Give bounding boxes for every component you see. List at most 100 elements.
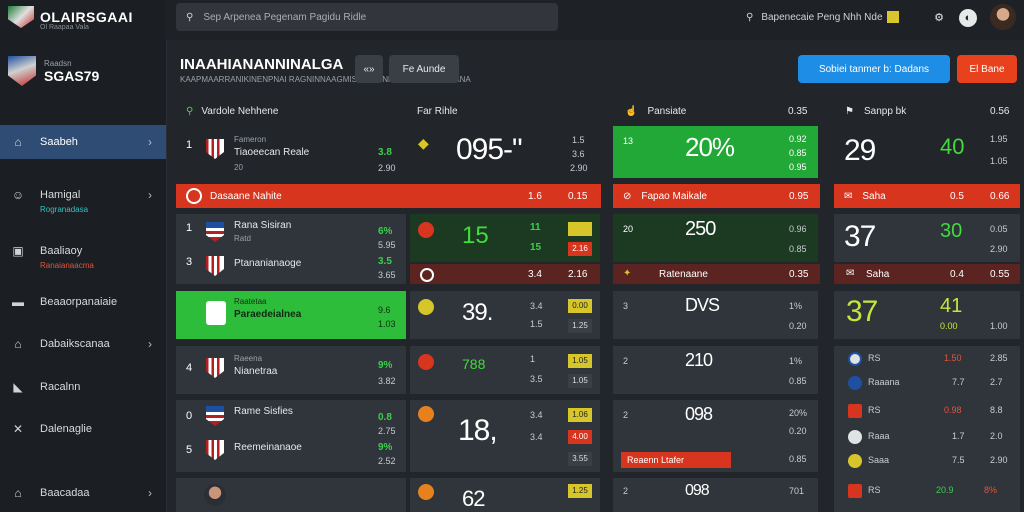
panel1-header: ⚲ Vardole Nehhene xyxy=(186,106,278,117)
list-item[interactable]: Raaa 1.7 2.0 xyxy=(834,424,1020,450)
settings-icon[interactable]: ⚙ xyxy=(934,12,944,24)
row-value: 2.75 xyxy=(378,426,396,436)
odds-badge[interactable]: 0.00 xyxy=(568,299,592,313)
market-cell[interactable]: 3 DVS 1% 0.20 xyxy=(613,291,818,339)
score-v2: 3.4 xyxy=(530,432,543,442)
table-row[interactable]: 1 Fameron Tiaoeecan Reale 20 3.8 2.90 xyxy=(176,125,406,177)
profile-name: SGAS79 xyxy=(44,67,100,84)
table-row-selected[interactable]: Raatetaa Paraedeialnea 9.6 1.03 xyxy=(176,291,406,339)
cell-v2: 0.20 xyxy=(789,321,807,331)
score-v2: 3.5 xyxy=(530,374,543,384)
club-logo-icon xyxy=(418,222,434,238)
stat-cell[interactable]: 37 41 0.00 1.00 xyxy=(834,291,1020,339)
sidebar-item-dabaikscanaa[interactable]: ⌂ Dabaikscanaa › xyxy=(0,327,166,361)
list-item[interactable]: RS 1.50 2.85 xyxy=(834,346,1020,372)
section-bar[interactable]: ✉ Saha 0.5 0.66 xyxy=(834,184,1020,208)
list-label: Raaa xyxy=(868,431,890,441)
odds-badge[interactable]: 1.25 xyxy=(568,484,592,498)
filter-button[interactable]: Fe Aunde xyxy=(389,55,459,83)
market-cell[interactable]: 20 250 0.96 0.85 xyxy=(613,214,818,262)
market-cell[interactable]: 13 20% 0.92 0.85 0.95 xyxy=(613,126,818,178)
list-item[interactable]: RS 0.98 8.8 xyxy=(834,398,1020,424)
list-item[interactable]: Raaana 7.7 2.7 xyxy=(834,370,1020,396)
sidebar-item-beaaorpanaiaie[interactable]: ▬ Beaaorpanaiaie xyxy=(0,285,166,319)
market-cell[interactable]: 2 210 1% 0.85 xyxy=(613,346,818,394)
section-bar[interactable]: ⊘ Fapao Maikale 0.95 xyxy=(613,184,820,208)
toggle-button[interactable]: «» xyxy=(355,55,383,83)
odds-badge[interactable]: 1.05 xyxy=(568,374,592,388)
panel3-header-value: 0.56 xyxy=(990,106,1010,117)
primary-action-button[interactable]: Sobiei tanmer b: Dadans xyxy=(798,55,950,83)
section-bar-dark[interactable]: ✦ Ratenaane 0.35 xyxy=(613,264,820,284)
timer-icon: ⊘ xyxy=(623,190,632,202)
sidebar-item-baacadaa[interactable]: ⌂ Baacadaa › xyxy=(0,476,166,510)
cell-big: 098 xyxy=(685,482,710,499)
house-icon: ⌂ xyxy=(14,337,22,351)
sidebar-item-label: Dabaikscanaa xyxy=(40,338,110,350)
list-item[interactable]: RS 20.9 8% xyxy=(834,478,1020,504)
home-icon: ⌂ xyxy=(14,135,22,149)
sidebar-item-saabeh[interactable]: ⌂ Saabeh › xyxy=(0,125,166,159)
list-v1: 1.50 xyxy=(944,353,962,363)
red-action-button[interactable]: El Bane xyxy=(957,55,1017,83)
cell-big: 250 xyxy=(685,218,716,240)
section-bar-dark[interactable]: ✉ Saha 0.4 0.55 xyxy=(834,264,1020,284)
team-name-small: Fameron xyxy=(234,135,267,144)
odds-badge[interactable] xyxy=(568,222,592,236)
score-cell[interactable]: ◆ 095-" 1.5 3.6 2.90 xyxy=(410,125,600,177)
row-value: 1.03 xyxy=(378,319,396,329)
list-v1: 7.7 xyxy=(952,377,965,387)
odds-badge[interactable]: 1.25 xyxy=(568,319,592,333)
score-cell[interactable]: 788 1 3.5 1.05 1.05 xyxy=(410,346,600,394)
section-bar-v2: 0.66 xyxy=(990,190,1010,202)
table-row[interactable]: 1 Rana Sisiran Ratd 6% 5.95 3 Ptananiana… xyxy=(176,214,406,284)
odds-badge[interactable]: 4.00 xyxy=(568,430,592,444)
market-cell[interactable]: 2 098 701 xyxy=(613,478,818,512)
list-v1: 7.5 xyxy=(952,455,965,465)
search-input[interactable]: ⚲ Sep Arpenea Pegenam Pagidu Ridle xyxy=(176,3,558,31)
stat-v2: 1.00 xyxy=(990,321,1008,331)
secondary-search[interactable]: ⚲ Bapenecaie Peng Nhh Nde xyxy=(740,6,916,28)
app-logo[interactable]: OLAIRSGAAI xyxy=(8,6,133,28)
stat-v1: 0.00 xyxy=(940,321,958,331)
section-bar-dark[interactable]: 3.4 2.16 xyxy=(410,264,600,284)
panel3-header: ⚑ Sanpp bk xyxy=(845,106,906,117)
score-cell[interactable]: 15 11 15 2.16 xyxy=(410,214,600,262)
sidebar-item-hamigal[interactable]: ☺ Hamigal › Rogranadasa xyxy=(0,178,166,214)
list-label: RS xyxy=(868,353,881,363)
avatar[interactable] xyxy=(990,4,1016,30)
score-cell[interactable]: 62 1.25 xyxy=(410,478,600,512)
table-row[interactable] xyxy=(176,478,406,512)
inline-alert[interactable]: Reaenn Ltafer xyxy=(621,452,731,468)
cell-v2: 0.85 xyxy=(789,148,807,158)
stat-cell[interactable]: 29 40 1.95 1.05 xyxy=(834,126,1020,178)
score-cell[interactable]: 18, 3.4 3.4 1.06 4.00 3.55 xyxy=(410,400,600,472)
rank: 5 xyxy=(186,444,193,456)
list-item[interactable]: Saaa 7.5 2.90 xyxy=(834,448,1020,474)
odds-badge[interactable]: 1.05 xyxy=(568,354,592,368)
mail-icon: ✉ xyxy=(844,190,853,202)
sidebar-item-baaliaoy[interactable]: ▣ Baaliaoy Ranaianaacma xyxy=(0,234,166,270)
score-v1: 1.5 xyxy=(572,135,585,145)
odds-badge[interactable]: 1.06 xyxy=(568,408,592,422)
section-bar[interactable]: Dasaane Nahite 1.6 0.15 xyxy=(176,184,601,208)
theme-icon[interactable]: ◐ xyxy=(959,9,977,27)
row-value-green: 3.8 xyxy=(378,147,392,158)
clock-icon xyxy=(420,268,434,282)
table-row[interactable]: 4 Raeena Nianetraa 9% 3.82 xyxy=(176,346,406,394)
stat-cell[interactable]: 37 30 0.05 2.90 xyxy=(834,214,1020,262)
player-avatar xyxy=(204,484,226,506)
sidebar-item-racalnn[interactable]: ◣ Racalnn xyxy=(0,370,166,404)
table-row[interactable]: 0 Rame Sisfies 0.8 2.75 5 Reemeinanaoe 9… xyxy=(176,400,406,472)
sidebar-item-dalenaglie[interactable]: ✕ Dalenaglie xyxy=(0,412,166,446)
profile-block[interactable]: Raadsn SGAS79 xyxy=(8,56,99,86)
odds-badge[interactable]: 2.16 xyxy=(568,242,592,256)
score-cell[interactable]: 39. 3.4 1.5 0.00 1.25 xyxy=(410,291,600,339)
odds-badge[interactable]: 3.55 xyxy=(568,452,592,466)
club-crest-icon xyxy=(206,358,224,378)
sidebar-item-sub: Ranaianaacma xyxy=(40,261,94,270)
row-value: 3.82 xyxy=(378,376,396,386)
cell-rank: 2 xyxy=(623,486,629,496)
market-cell[interactable]: 2 098 20% 0.20 Reaenn Ltafer 0.85 xyxy=(613,400,818,472)
stat-big: 37 xyxy=(846,295,878,328)
